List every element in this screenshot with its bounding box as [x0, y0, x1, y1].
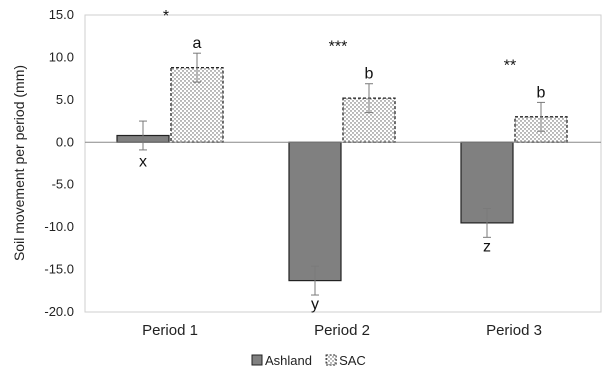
legend-swatch	[325, 354, 337, 366]
error-bars	[139, 52, 545, 296]
y-tick-label: -10.0	[44, 219, 74, 234]
category-labels: Period 1 Period 2 Period 3	[142, 322, 542, 339]
significance-stars: **	[504, 57, 516, 74]
y-axis-ticks: 15.0 10.0 5.0 0.0 -5.0 -10.0 -15.0 -20.0	[44, 7, 74, 319]
significance-letter: b	[365, 66, 374, 83]
error-bar	[139, 120, 147, 151]
y-tick-label: -20.0	[44, 304, 74, 319]
significance-letter: a	[193, 35, 202, 52]
significance-stars: *	[163, 8, 169, 25]
bars	[116, 66, 568, 282]
error-bar	[311, 265, 319, 296]
y-tick-label: 5.0	[56, 92, 74, 107]
error-bar	[365, 83, 373, 114]
y-tick-label: 15.0	[49, 7, 74, 22]
annotations: x a * y b *** z b **	[139, 8, 546, 313]
y-tick-label: 0.0	[56, 134, 74, 149]
x-tick-label: Period 1	[142, 322, 198, 339]
y-tick-label: 10.0	[49, 49, 74, 64]
x-tick-label: Period 3	[486, 322, 542, 339]
legend-label: SAC	[339, 353, 366, 368]
legend-swatch	[251, 354, 263, 366]
legend-item-ashland: Ashland	[251, 353, 312, 368]
error-bar	[537, 101, 545, 132]
plot-frame	[84, 14, 602, 313]
y-tick-label: -15.0	[44, 262, 74, 277]
significance-letter: b	[537, 84, 546, 101]
y-axis-title: Soil movement per period (mm)	[11, 65, 27, 261]
error-bar	[193, 52, 201, 83]
significance-letter: y	[311, 296, 319, 313]
legend: Ashland SAC	[251, 353, 366, 368]
legend-label: Ashland	[265, 353, 312, 368]
significance-stars: ***	[329, 39, 348, 56]
bar-ashland-2	[288, 141, 342, 282]
significance-letter: x	[139, 153, 147, 170]
x-tick-label: Period 2	[314, 322, 370, 339]
y-tick-label: -5.0	[52, 177, 74, 192]
legend-item-sac: SAC	[325, 353, 366, 368]
error-bar	[483, 207, 491, 238]
significance-letter: z	[483, 238, 491, 255]
